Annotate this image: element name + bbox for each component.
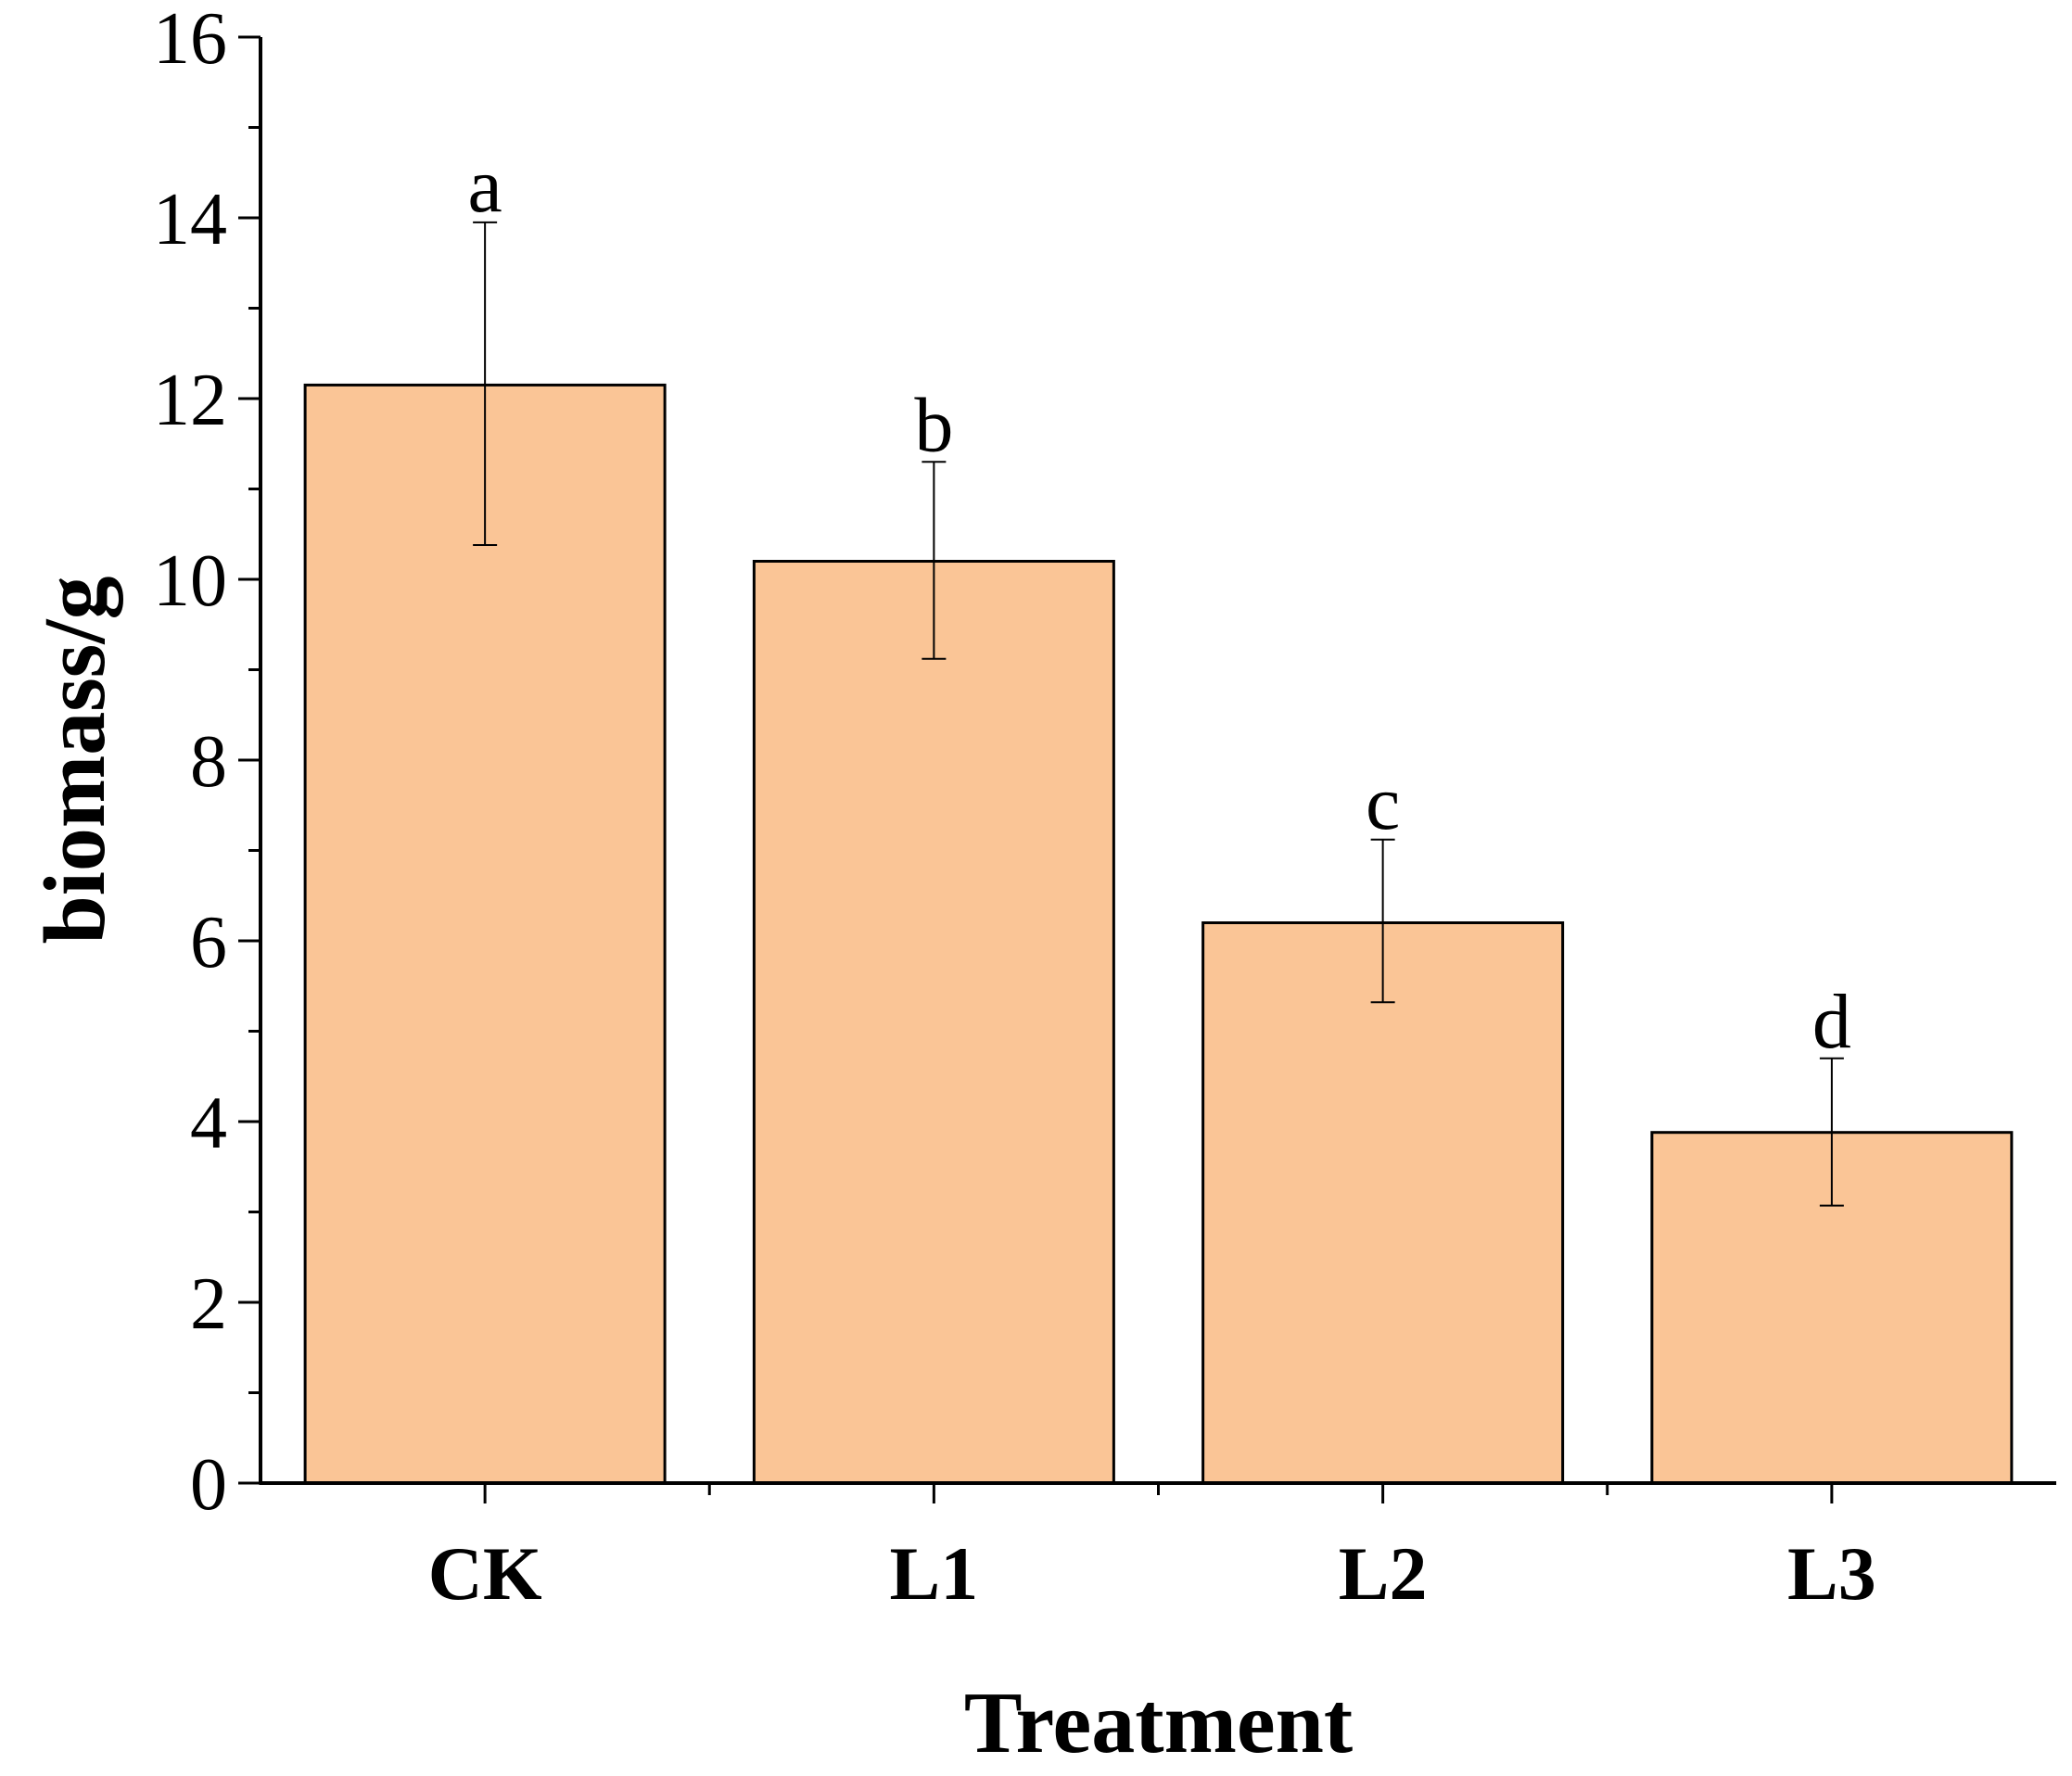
x-ticks-layer: CK L1 L2 L3 <box>428 1483 1876 1616</box>
bars-layer <box>303 383 2014 1485</box>
x-tick-label-ck: CK <box>428 1531 542 1616</box>
significance-label-l3: d <box>1812 979 1851 1065</box>
y-tick-label: 4 <box>190 1083 227 1164</box>
error-bar-l3 <box>1819 1057 1844 1207</box>
error-bars-layer <box>473 221 1844 1207</box>
y-ticks-layer: 0 2 4 6 8 10 12 14 16 <box>153 0 261 1526</box>
y-tick-label: 14 <box>153 179 227 260</box>
error-bar-l1 <box>922 461 947 660</box>
y-tick-label: 12 <box>153 360 227 441</box>
y-tick-label: 0 <box>190 1444 227 1526</box>
y-axis-title: biomass/g <box>27 577 123 945</box>
y-tick-label: 6 <box>190 902 227 983</box>
x-tick-label-l1: L1 <box>890 1531 979 1616</box>
x-tick-label-l2: L2 <box>1339 1531 1428 1616</box>
x-tick-label-l3: L3 <box>1787 1531 1876 1616</box>
y-tick-label: 16 <box>153 0 227 80</box>
significance-labels-layer: a b c d <box>467 143 1850 1065</box>
bar-ck <box>303 383 667 1485</box>
significance-label-l1: b <box>914 382 953 468</box>
error-bar-ck <box>473 221 498 546</box>
significance-label-l2: c <box>1366 760 1400 846</box>
significance-label-ck: a <box>467 143 502 229</box>
y-tick-label: 10 <box>153 540 227 622</box>
x-axis-title: Treatment <box>964 1675 1353 1771</box>
bar-l2 <box>1201 921 1565 1485</box>
error-bar-l2 <box>1370 838 1395 1004</box>
y-tick-label: 2 <box>190 1263 227 1345</box>
bar-l1 <box>752 560 1115 1485</box>
y-tick-label: 8 <box>190 721 227 803</box>
